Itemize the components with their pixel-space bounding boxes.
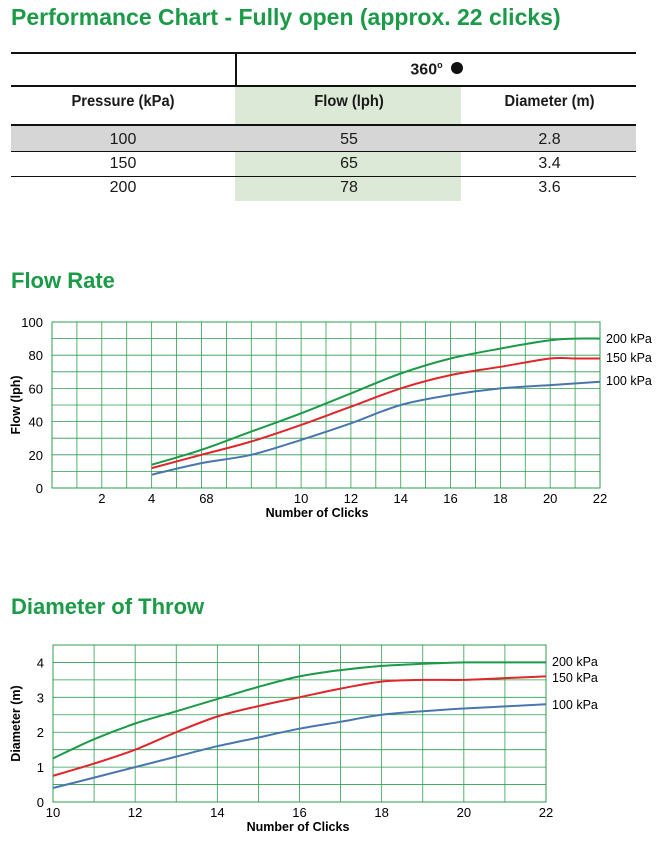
x-tick-label: 18 [493, 491, 507, 506]
series-line-100-kpa [52, 703, 547, 789]
x-tick-label: 14 [393, 491, 407, 506]
x-tick-label: 12 [128, 805, 142, 820]
x-tick-label: 10 [294, 491, 308, 506]
x-tick-label: 14 [210, 805, 224, 820]
x-tick-label: 22 [539, 805, 553, 820]
y-tick-label: 60 [29, 381, 43, 396]
y-tick-label: 20 [29, 448, 43, 463]
angle-value: 360 [410, 61, 438, 79]
x-tick-label: 16 [292, 805, 306, 820]
cell-diameter-2: 3.4 [538, 155, 561, 172]
degree-symbol: o [437, 60, 443, 70]
flow-rate-chart: 2 4 68 10 12 14 16 18 20 22 0 20 40 60 80 100 Number of … [9, 315, 652, 520]
full-circle-icon [450, 62, 463, 75]
cell-diameter-3: 3.6 [538, 179, 561, 196]
x-tick-label: 12 [344, 491, 358, 506]
series-line-150-kpa [52, 675, 547, 777]
x-tick-label: 22 [593, 491, 607, 506]
series-label-150-kpa: 150 kPa [606, 351, 652, 365]
y-tick-label: 100 [21, 315, 43, 330]
y-tick-label: 0 [36, 481, 43, 496]
series-label-200-kpa: 200 kPa [552, 655, 598, 669]
y-tick-label: 2 [37, 725, 44, 740]
series-label-200-kpa: 200 kPa [606, 332, 652, 346]
y-tick-label: 3 [37, 690, 44, 705]
y-axis-label: Flow (lph) [9, 375, 23, 434]
x-tick-label: 4 [148, 491, 155, 506]
x-tick-label: 16 [443, 491, 457, 506]
x-tick-label: 10 [46, 805, 60, 820]
x-tick-label: 2 [98, 491, 105, 506]
x-tick-label: 18 [374, 805, 388, 820]
series-line-150-kpa [151, 356, 600, 470]
y-tick-label: 0 [37, 795, 44, 810]
series-label-150-kpa: 150 kPa [552, 671, 598, 685]
y-tick-label: 80 [29, 348, 43, 363]
x-tick-label: 68 [199, 491, 213, 506]
performance-table: 360o Pressure (kPa) Flow (lph) Diameter … [11, 52, 636, 202]
y-tick-label: 1 [37, 760, 44, 775]
cell-flow-1: 55 [340, 131, 358, 148]
series-line-200-kpa [151, 337, 601, 466]
y-axis-label: Diameter (m) [9, 685, 23, 761]
flow-rate-title: Flow Rate [11, 268, 115, 293]
y-tick-label: 40 [29, 415, 43, 430]
cell-pressure-2: 150 [109, 155, 137, 172]
series-line-200-kpa [52, 661, 546, 760]
header-pressure: Pressure (kPa) [71, 93, 175, 110]
y-tick-label: 4 [37, 655, 44, 670]
diameter-throw-title: Diameter of Throw [11, 594, 205, 619]
cell-diameter-1: 2.8 [538, 131, 561, 148]
page-title: Performance Chart - Fully open (approx. … [11, 4, 561, 30]
series-line-100-kpa [151, 380, 601, 476]
header-diameter: Diameter (m) [504, 93, 595, 110]
cell-pressure-3: 200 [109, 179, 137, 196]
angle-header: 360o [237, 60, 636, 79]
row-highlight [11, 125, 636, 151]
series-label-100-kpa: 100 kPa [552, 698, 598, 712]
header-flow: Flow (lph) [314, 93, 384, 110]
x-axis-label: Number of Clicks [247, 820, 350, 834]
x-tick-label: 20 [457, 805, 471, 820]
cell-flow-2: 65 [340, 155, 358, 172]
cell-flow-3: 78 [340, 179, 358, 196]
cell-pressure-1: 100 [109, 131, 137, 148]
series-label-100-kpa: 100 kPa [606, 374, 652, 388]
x-tick-label: 20 [543, 491, 557, 506]
x-axis-label: Number of Clicks [266, 506, 369, 520]
